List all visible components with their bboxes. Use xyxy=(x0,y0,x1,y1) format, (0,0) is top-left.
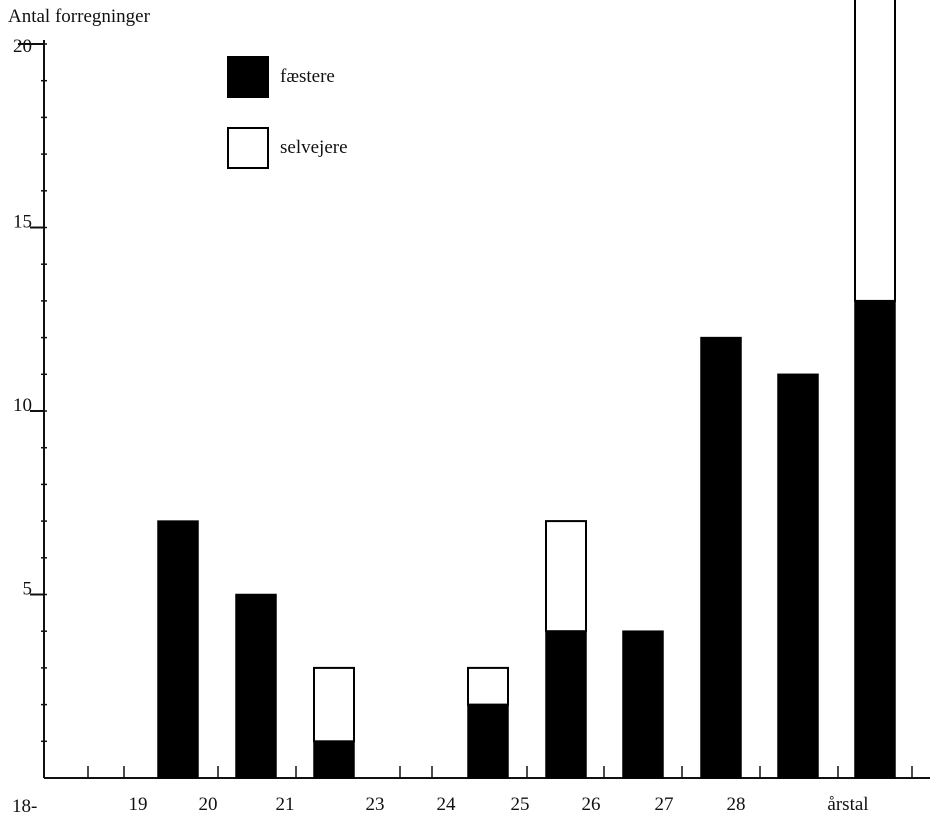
legend-label-faestere: fæstere xyxy=(280,66,335,87)
x-tick-label: 28 xyxy=(727,794,746,815)
legend-swatch-faestere xyxy=(227,56,269,98)
y-tick-label: 15 xyxy=(13,212,32,233)
legend: fæstere selvejere xyxy=(227,56,348,169)
x-tick-label: 25 xyxy=(511,794,530,815)
bar-faestere xyxy=(467,703,509,779)
legend-swatch-selvejere xyxy=(227,127,269,169)
y-axis-label: Antal forregninger xyxy=(8,6,151,27)
bar-selvejere xyxy=(313,666,355,743)
x-tick-label: 26 xyxy=(582,794,601,815)
bar-selvejere xyxy=(545,520,587,633)
x-tick-label: 19 xyxy=(129,794,148,815)
bars xyxy=(157,0,896,779)
bar-faestere xyxy=(235,593,277,779)
bar-faestere xyxy=(622,630,664,779)
bar-faestere xyxy=(854,300,896,779)
y-tick-label: 20 xyxy=(13,36,32,57)
x-axis-label: årstal xyxy=(827,794,868,815)
x-tick-label: 27 xyxy=(655,794,674,815)
bar-faestere xyxy=(777,373,819,779)
legend-label-selvejere: selvejere xyxy=(280,137,348,158)
bar-faestere xyxy=(313,740,355,779)
bar-faestere xyxy=(157,520,199,779)
x-tick-label: 24 xyxy=(437,794,457,815)
y-tick-label: 5 xyxy=(23,579,33,600)
x-axis-prefix: 18- xyxy=(12,796,37,816)
bar-faestere xyxy=(545,630,587,779)
bar-selvejere xyxy=(467,666,509,706)
x-tick-label: 20 xyxy=(199,794,218,815)
bar-selvejere xyxy=(854,0,896,302)
y-tick-label: 10 xyxy=(13,395,32,416)
bar-faestere xyxy=(700,336,742,779)
x-tick-label: 23 xyxy=(366,794,385,815)
x-tick-label: 21 xyxy=(276,794,295,815)
